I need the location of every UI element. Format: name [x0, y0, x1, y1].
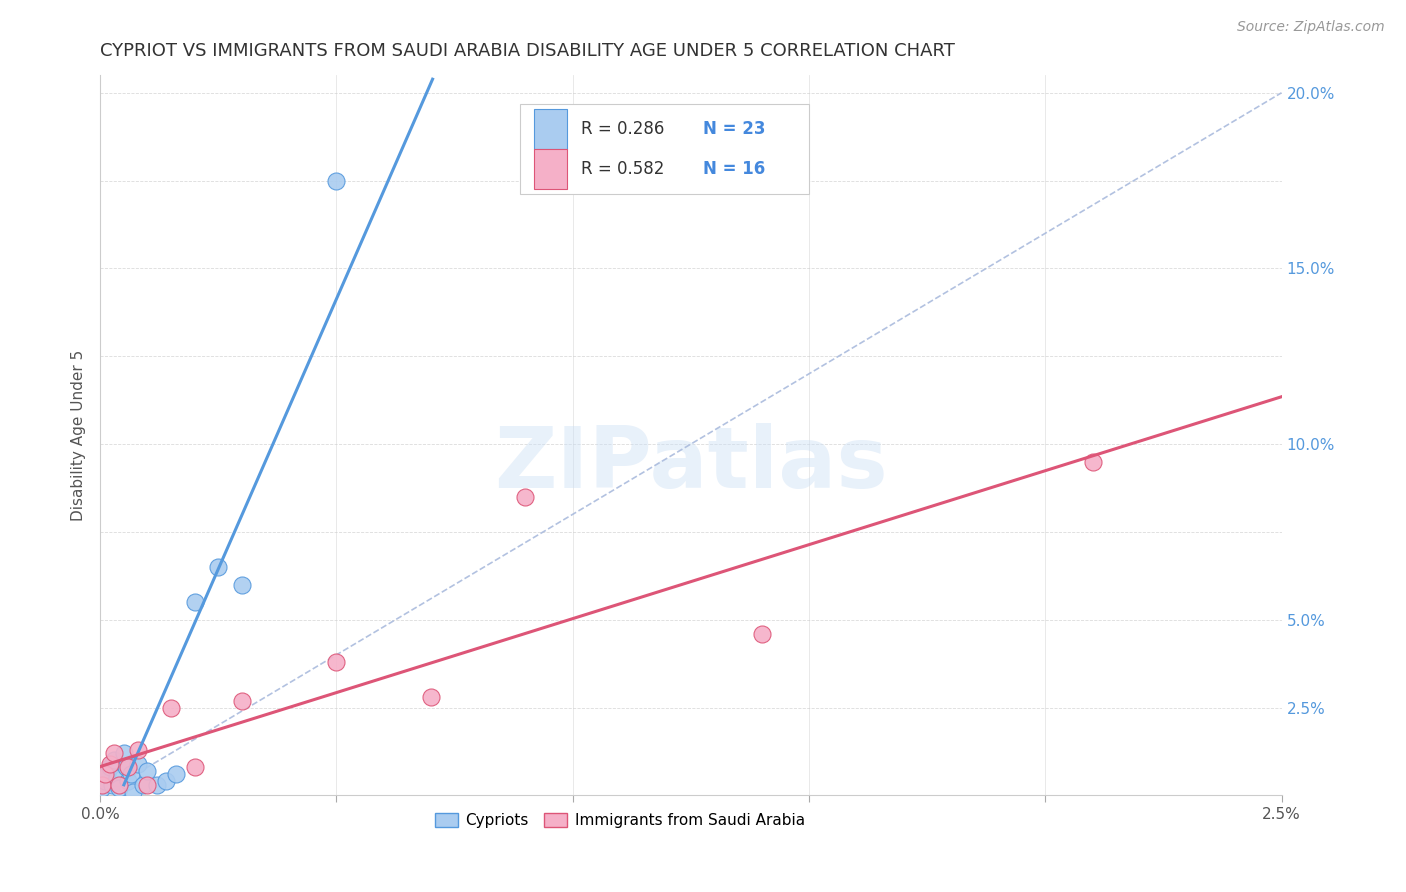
Point	[108, 778, 131, 792]
Point	[117, 760, 139, 774]
Point	[91, 781, 114, 796]
Point	[160, 700, 183, 714]
Text: N = 16: N = 16	[703, 160, 765, 178]
Point	[751, 627, 773, 641]
Point	[94, 767, 117, 781]
Point	[325, 655, 347, 669]
Point	[105, 771, 128, 785]
Point	[103, 753, 125, 767]
Point	[1081, 455, 1104, 469]
Point	[165, 767, 187, 781]
Point	[183, 760, 205, 774]
Legend: Cypriots, Immigrants from Saudi Arabia: Cypriots, Immigrants from Saudi Arabia	[429, 807, 811, 835]
Point	[91, 778, 114, 792]
Point	[117, 774, 139, 789]
Text: N = 23: N = 23	[703, 120, 765, 138]
Point	[146, 778, 169, 792]
Point	[127, 742, 149, 756]
Point	[207, 560, 229, 574]
Point	[231, 693, 253, 707]
Point	[96, 767, 118, 781]
Point	[155, 774, 177, 789]
Point	[98, 756, 121, 771]
Text: R = 0.582: R = 0.582	[581, 160, 664, 178]
Point	[183, 595, 205, 609]
Point	[131, 778, 153, 792]
Point	[231, 577, 253, 591]
Text: R = 0.286: R = 0.286	[581, 120, 664, 138]
Point	[112, 746, 135, 760]
Point	[120, 767, 142, 781]
Point	[101, 778, 124, 792]
Text: Source: ZipAtlas.com: Source: ZipAtlas.com	[1237, 20, 1385, 34]
Bar	[520, 104, 808, 194]
Point	[98, 760, 121, 774]
Point	[136, 778, 159, 792]
Point	[94, 774, 117, 789]
Text: CYPRIOT VS IMMIGRANTS FROM SAUDI ARABIA DISABILITY AGE UNDER 5 CORRELATION CHART: CYPRIOT VS IMMIGRANTS FROM SAUDI ARABIA …	[100, 42, 955, 60]
Bar	[534, 110, 567, 149]
Point	[127, 756, 149, 771]
Text: ZIPatlas: ZIPatlas	[494, 423, 887, 506]
Bar	[534, 149, 567, 188]
Point	[136, 764, 159, 778]
Point	[122, 785, 145, 799]
Point	[108, 781, 131, 796]
Y-axis label: Disability Age Under 5: Disability Age Under 5	[72, 350, 86, 521]
Point	[325, 173, 347, 187]
Point	[115, 760, 138, 774]
Point	[515, 490, 537, 504]
Point	[103, 746, 125, 760]
Point	[419, 690, 441, 704]
